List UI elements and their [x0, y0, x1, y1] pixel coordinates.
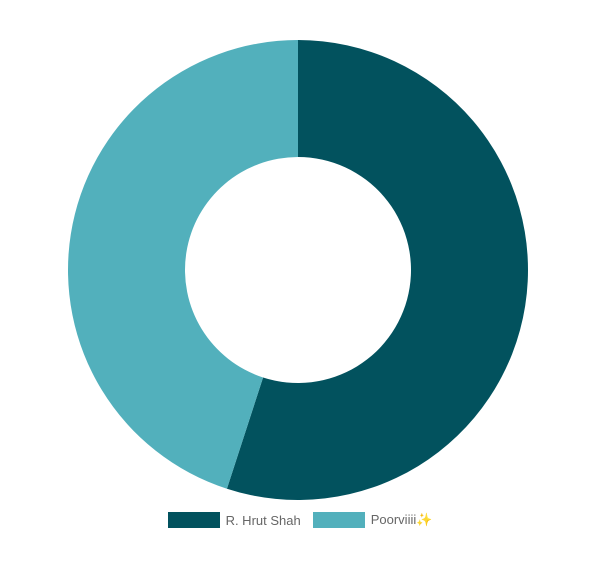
legend-label-r-hrut-shah: R. Hrut Shah [225, 512, 301, 528]
legend-swatch-r-hrut-shah [167, 512, 220, 528]
legend-item-r-hrut-shah[interactable]: R. Hrut Shah [167, 512, 301, 528]
slice-poorviiii[interactable] [68, 40, 298, 489]
slice-r-hrut-shah[interactable] [226, 40, 528, 500]
legend-label-poorviiii: Poorviiii✨ [370, 512, 433, 527]
chart-slices [68, 40, 528, 500]
legend-swatch-poorviiii [312, 512, 365, 528]
doughnut-chart [68, 40, 528, 500]
legend-item-poorviiii[interactable]: Poorviiii✨ [312, 512, 433, 528]
chart-legend: R. Hrut Shah Poorviiii✨ [0, 509, 600, 531]
